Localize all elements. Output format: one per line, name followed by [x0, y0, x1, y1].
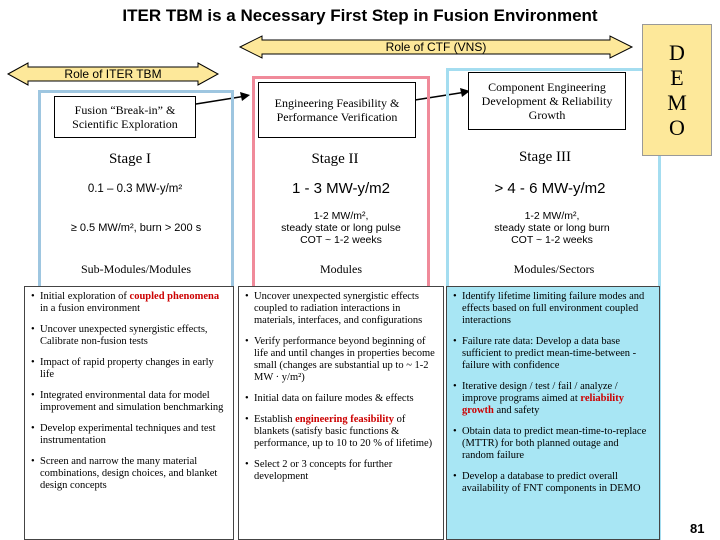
bullet-item: Establish engineering feasibility of bla…: [245, 414, 437, 450]
section-stage2: Modules: [320, 262, 362, 276]
bullet-item: Integrated environmental data for model …: [31, 390, 227, 414]
header-box-stage1: Fusion “Break-in” & Scientific Explorati…: [54, 96, 196, 138]
bullet-text: Select 2 or 3 concepts for further devel…: [254, 459, 393, 482]
ctf-double-arrow: [238, 35, 634, 59]
header-box-stage3: Component Engineering Development & Reli…: [468, 72, 626, 130]
bullet-text: Uncover unexpected synergistic effects c…: [254, 291, 423, 326]
bullet-text: Failure rate data: Develop a data base s…: [462, 336, 637, 371]
detail-stage2-line2: steady state or long pulse: [281, 222, 401, 234]
detail-stage3-line2: steady state or long burn: [494, 222, 610, 234]
stage-label-2: Stage II: [311, 151, 359, 167]
bullet-text: Initial exploration of: [40, 291, 130, 302]
slide-title: ITER TBM is a Necessary First Step in Fu…: [122, 6, 598, 25]
bullet-item: Failure rate data: Develop a data base s…: [453, 336, 653, 372]
bullet-text: Obtain data to predict mean-time-to-repl…: [462, 426, 647, 461]
detail-stage3-line3: COT ~ 1-2 weeks: [511, 234, 593, 246]
bullet-text: Initial data on failure modes & effects: [254, 393, 414, 404]
bullet-item: Develop experimental techniques and test…: [31, 423, 227, 447]
demo-box: D E M O: [642, 24, 712, 156]
bullet-item: Initial data on failure modes & effects: [245, 393, 437, 405]
bullet-item: Identify lifetime limiting failure modes…: [453, 291, 653, 327]
ctf-banner-label: Role of CTF (VNS): [385, 40, 487, 54]
detail-stage2-line3: COT ~ 1-2 weeks: [300, 234, 382, 246]
header-stage1: Fusion “Break-in” & Scientific Explorati…: [72, 103, 178, 131]
bullet-item: Select 2 or 3 concepts for further devel…: [245, 459, 437, 483]
bullet-item: Screen and narrow the many material comb…: [31, 456, 227, 492]
arrow-stage1-to-stage2: [195, 95, 247, 105]
bullet-highlight: coupled phenomena: [129, 291, 220, 302]
arrow-stage2-to-stage3: [414, 91, 467, 101]
bullet-item: Iterative design / test / fail / analyze…: [453, 381, 653, 417]
bullet-item: Initial exploration of coupled phenomena…: [31, 291, 227, 315]
demo-letter-o: O: [669, 115, 685, 140]
iter-banner-label: Role of ITER TBM: [64, 67, 162, 81]
bullet-text-after: in a fusion environment: [40, 303, 141, 314]
bullet-list-stage1: Initial exploration of coupled phenomena…: [24, 286, 234, 540]
demo-letter-m: M: [667, 90, 687, 115]
bullet-item: Verify performance beyond beginning of l…: [245, 336, 437, 384]
bullet-list-stage2: Uncover unexpected synergistic effects c…: [238, 286, 444, 540]
detail-stage2-line1: 1-2 MW/m²,: [313, 210, 369, 222]
header-stage3: Component Engineering Development & Reli…: [481, 80, 613, 122]
section-stage3: Modules/Sectors: [513, 262, 595, 276]
bullet-text-after: and safety: [493, 405, 540, 416]
stage-label-1: Stage I: [108, 151, 152, 167]
section-stage1: Sub-Modules/Modules: [80, 262, 191, 276]
bullet-item: Uncover unexpected synergistic effects c…: [245, 291, 437, 327]
bullet-highlight: engineering feasibility: [295, 414, 394, 425]
bullet-text-after: of blankets (satisfy basic functions & p…: [254, 414, 433, 449]
detail-stage1: ≥ 0.5 MW/m², burn > 200 s: [70, 222, 202, 234]
page-number: 81: [690, 521, 705, 536]
fluence-stage2: 1 - 3 MW-y/m2: [291, 180, 391, 197]
bullet-highlight: reliability growth: [462, 393, 624, 416]
bullet-text: Uncover unexpected synergistic effects, …: [40, 324, 208, 347]
fluence-stage3: > 4 - 6 MW-y/m2: [494, 180, 606, 197]
demo-letter-d: D: [669, 40, 685, 65]
bullet-item: Develop a database to predict overall av…: [453, 471, 653, 495]
detail-stage2: 1-2 MW/m², steady state or long pulse CO…: [256, 210, 426, 246]
bullet-text: Verify performance beyond beginning of l…: [254, 336, 435, 383]
bullet-text: Establish: [254, 414, 296, 425]
iter-double-arrow: [6, 62, 220, 86]
detail-stage3: 1-2 MW/m², steady state or long burn COT…: [452, 210, 652, 246]
stage-label-3: Stage III: [518, 149, 572, 165]
header-box-stage2: Engineering Feasibility & Performance Ve…: [258, 82, 416, 138]
fluence-stage1: 0.1 – 0.3 MW-y/m²: [87, 183, 183, 195]
bullet-text: Develop experimental techniques and test…: [40, 423, 216, 446]
bullet-text: Develop a database to predict overall av…: [462, 471, 641, 494]
bullet-item: Impact of rapid property changes in earl…: [31, 357, 227, 381]
bullet-text: Iterative design / test / fail / analyze…: [462, 381, 618, 404]
bullet-text: Screen and narrow the many material comb…: [40, 456, 218, 491]
header-stage2: Engineering Feasibility & Performance Ve…: [274, 96, 400, 124]
bullet-list-stage3: Identify lifetime limiting failure modes…: [446, 286, 660, 540]
bullet-text: Identify lifetime limiting failure modes…: [462, 291, 645, 326]
bullet-item: Uncover unexpected synergistic effects, …: [31, 324, 227, 348]
bullet-item: Obtain data to predict mean-time-to-repl…: [453, 426, 653, 462]
bullet-text: Impact of rapid property changes in earl…: [40, 357, 214, 380]
bullet-text: Integrated environmental data for model …: [40, 390, 224, 413]
detail-stage3-line1: 1-2 MW/m²,: [524, 210, 580, 222]
demo-letter-e: E: [670, 65, 684, 90]
